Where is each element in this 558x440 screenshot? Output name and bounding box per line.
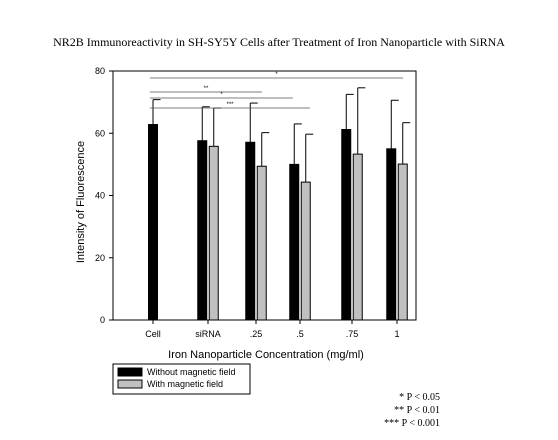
x-tick-label-0: Cell (145, 329, 161, 339)
y-tick-label-0: 0 (100, 315, 105, 325)
x-tick-label-4: .75 (346, 329, 359, 339)
significance-note-2: ** P < 0.01 (394, 405, 440, 416)
significance-note-1: * P < 0.05 (399, 392, 440, 403)
y-tick-label-1: 20 (95, 253, 105, 263)
bar-1-3 (300, 181, 311, 321)
y-axis-label: Intensity of Fluorescence (75, 141, 87, 263)
bar-0-0 (148, 124, 158, 321)
y-tick-label-3: 60 (95, 128, 105, 138)
legend: Without magnetic field With magnetic fiel… (112, 363, 251, 395)
bar-0-5 (386, 148, 397, 321)
significance-label-3: *** (226, 102, 234, 108)
x-tick-label-5: 1 (394, 329, 399, 339)
bar-1-1 (208, 145, 219, 321)
x-tick-label-1: siRNA (195, 329, 221, 339)
significance-label-1: ** (204, 86, 209, 92)
legend-label-1: With magnetic field (147, 379, 223, 389)
legend-label-0: Without magnetic field (147, 367, 236, 377)
x-tick-label-3: .5 (296, 329, 304, 339)
bar-1-5 (397, 163, 408, 321)
bar-0-2 (245, 141, 256, 321)
legend-swatch-0 (117, 367, 143, 377)
x-axis-label: Iron Nanoparticle Concentration (mg/ml) (168, 349, 364, 361)
significance-note-3: *** P < 0.001 (384, 418, 440, 429)
bar-1-4 (352, 153, 363, 321)
bar-0-3 (289, 163, 300, 321)
bar-0-4 (341, 129, 352, 321)
x-tick-label-2: .25 (250, 329, 263, 339)
bar-0-1 (197, 140, 208, 321)
legend-swatch-1 (117, 379, 143, 389)
bar-1-2 (256, 165, 267, 321)
chart-title: NR2B Immunoreactivity in SH-SY5Y Cells a… (53, 35, 505, 49)
y-tick-label-4: 80 (95, 66, 105, 76)
significance-label-2: * (220, 92, 223, 98)
significance-label-0: * (275, 72, 278, 78)
y-tick-label-2: 40 (95, 191, 105, 201)
